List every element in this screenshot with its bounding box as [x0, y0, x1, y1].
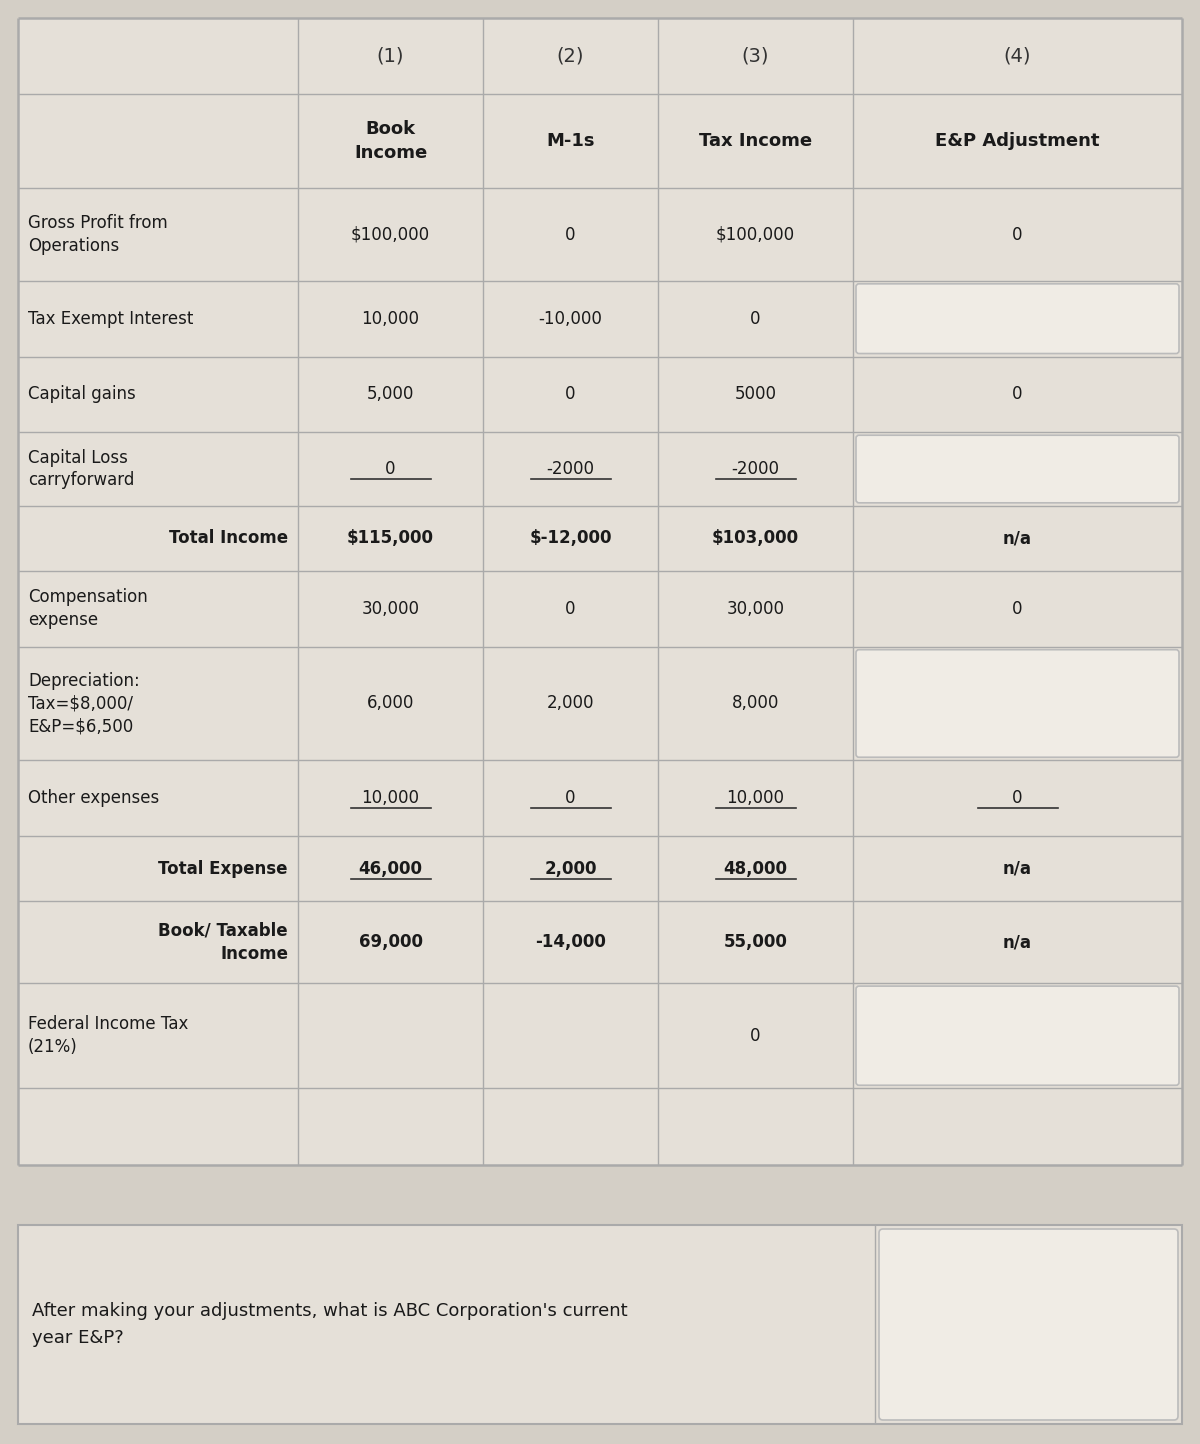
- FancyBboxPatch shape: [856, 435, 1178, 503]
- Text: $115,000: $115,000: [347, 530, 434, 547]
- Text: n/a: n/a: [1003, 933, 1032, 952]
- Text: 0: 0: [565, 788, 576, 807]
- Text: (2): (2): [557, 46, 584, 65]
- Text: 55,000: 55,000: [724, 933, 787, 952]
- Text: 2,000: 2,000: [545, 859, 596, 878]
- Text: $100,000: $100,000: [350, 225, 430, 244]
- Text: (1): (1): [377, 46, 404, 65]
- Bar: [18, 17, 1182, 1165]
- Text: -10,000: -10,000: [539, 309, 602, 328]
- Text: $100,000: $100,000: [716, 225, 796, 244]
- Text: $-12,000: $-12,000: [529, 530, 612, 547]
- Text: 10,000: 10,000: [726, 788, 785, 807]
- Text: Compensation
expense: Compensation expense: [28, 588, 148, 630]
- Text: (4): (4): [1003, 46, 1031, 65]
- Text: 48,000: 48,000: [724, 859, 787, 878]
- Text: 0: 0: [750, 309, 761, 328]
- Text: n/a: n/a: [1003, 530, 1032, 547]
- FancyBboxPatch shape: [856, 986, 1178, 1086]
- Text: n/a: n/a: [1003, 859, 1032, 878]
- Text: Tax Income: Tax Income: [698, 131, 812, 150]
- Text: After making your adjustments, what is ABC Corporation's current
year E&P?: After making your adjustments, what is A…: [32, 1302, 628, 1347]
- Text: 0: 0: [1013, 225, 1022, 244]
- Text: -2000: -2000: [732, 461, 780, 478]
- Text: Capital Loss
carryforward: Capital Loss carryforward: [28, 449, 134, 490]
- Text: 10,000: 10,000: [361, 788, 420, 807]
- Text: (3): (3): [742, 46, 769, 65]
- Text: Total Income: Total Income: [169, 530, 288, 547]
- Text: 30,000: 30,000: [361, 599, 420, 618]
- Text: Book/ Taxable
Income: Book/ Taxable Income: [158, 921, 288, 963]
- Text: 0: 0: [1013, 788, 1022, 807]
- Text: $103,000: $103,000: [712, 530, 799, 547]
- Text: Other expenses: Other expenses: [28, 788, 160, 807]
- Text: 0: 0: [385, 461, 396, 478]
- FancyBboxPatch shape: [856, 650, 1178, 757]
- Text: 6,000: 6,000: [367, 695, 414, 712]
- Text: Book
Income: Book Income: [354, 120, 427, 162]
- FancyBboxPatch shape: [878, 1229, 1178, 1419]
- Text: -2000: -2000: [546, 461, 594, 478]
- Bar: [18, 1225, 1182, 1424]
- Text: Tax Exempt Interest: Tax Exempt Interest: [28, 309, 193, 328]
- Text: 8,000: 8,000: [732, 695, 779, 712]
- Text: 0: 0: [565, 225, 576, 244]
- Text: 46,000: 46,000: [359, 859, 422, 878]
- Text: 10,000: 10,000: [361, 309, 420, 328]
- Text: 2,000: 2,000: [547, 695, 594, 712]
- Text: Total Expense: Total Expense: [158, 859, 288, 878]
- Text: -14,000: -14,000: [535, 933, 606, 952]
- Text: Gross Profit from
Operations: Gross Profit from Operations: [28, 214, 168, 256]
- Text: 0: 0: [1013, 599, 1022, 618]
- Text: 0: 0: [750, 1027, 761, 1044]
- Text: 30,000: 30,000: [726, 599, 785, 618]
- FancyBboxPatch shape: [856, 284, 1178, 354]
- Text: Federal Income Tax
(21%): Federal Income Tax (21%): [28, 1015, 188, 1056]
- Text: 5,000: 5,000: [367, 386, 414, 403]
- Text: 0: 0: [1013, 386, 1022, 403]
- Text: 0: 0: [565, 386, 576, 403]
- Text: 5000: 5000: [734, 386, 776, 403]
- Text: Capital gains: Capital gains: [28, 386, 136, 403]
- Text: 69,000: 69,000: [359, 933, 422, 952]
- Text: M-1s: M-1s: [546, 131, 595, 150]
- Text: Depreciation:
Tax=$8,000/
E&P=$6,500: Depreciation: Tax=$8,000/ E&P=$6,500: [28, 671, 139, 735]
- Text: E&P Adjustment: E&P Adjustment: [935, 131, 1099, 150]
- Text: 0: 0: [565, 599, 576, 618]
